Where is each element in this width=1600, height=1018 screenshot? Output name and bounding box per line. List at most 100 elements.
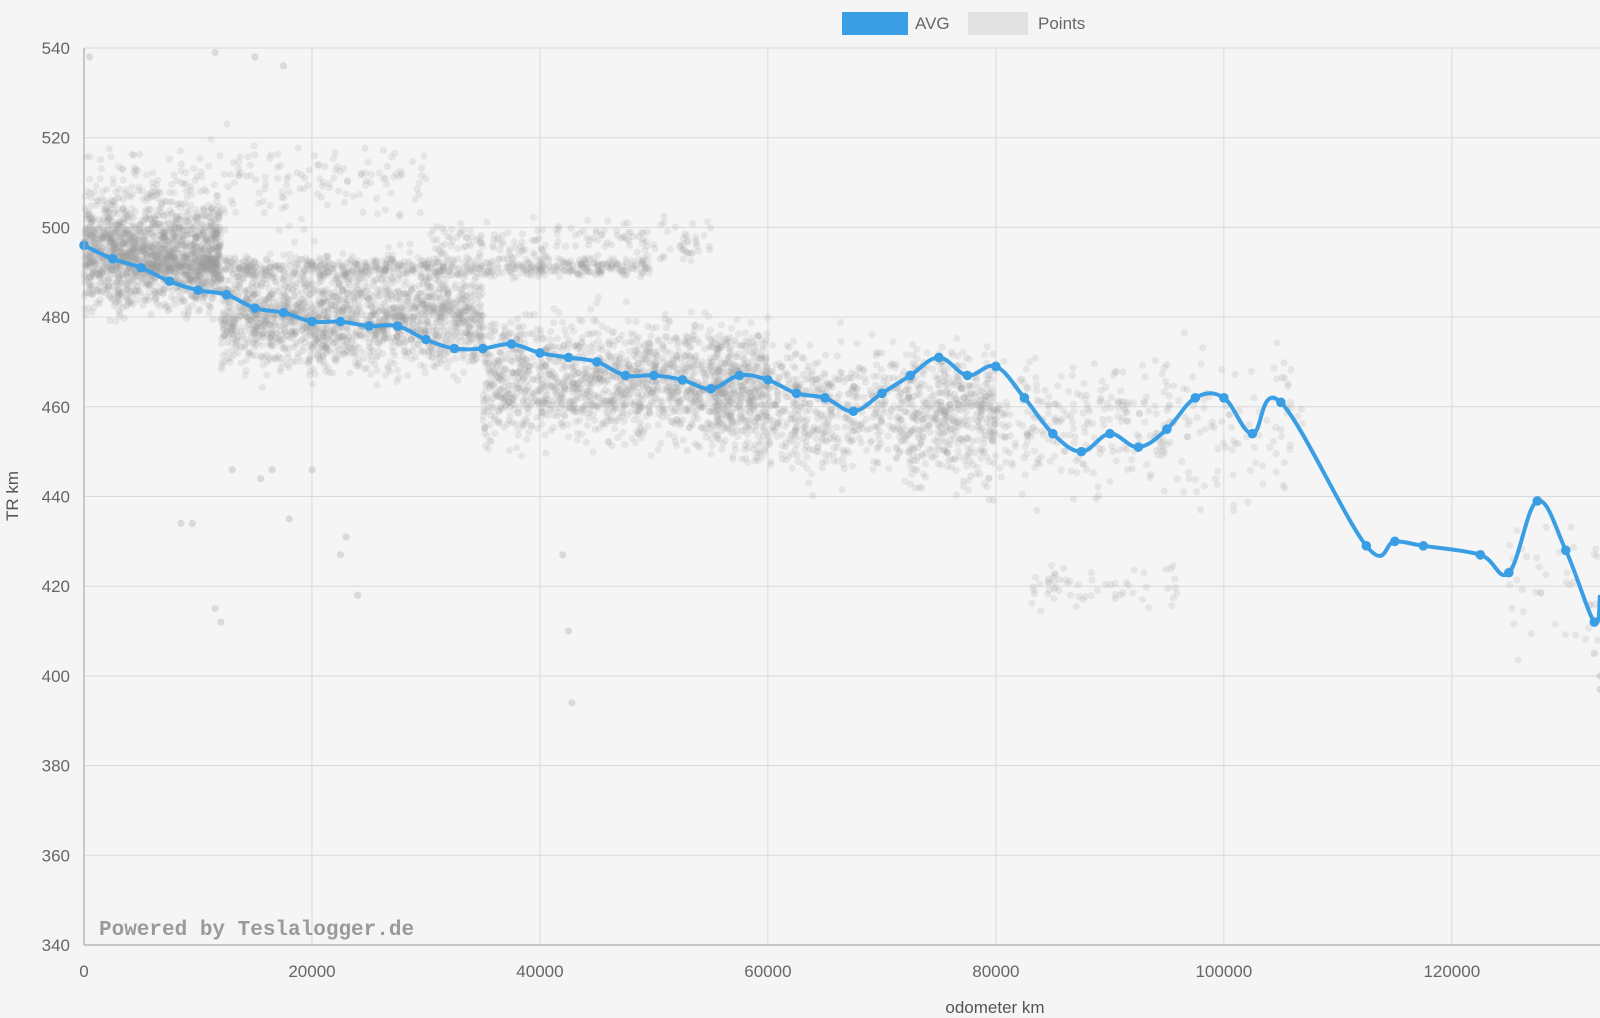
scatter-point — [168, 250, 177, 258]
scatter-point — [84, 304, 93, 312]
scatter-point — [361, 260, 369, 268]
scatter-point — [764, 314, 772, 322]
scatter-point — [154, 248, 162, 257]
scatter-point — [377, 270, 385, 278]
scatter-point — [471, 291, 479, 299]
scatter-point — [449, 372, 458, 380]
scatter-point — [407, 286, 416, 294]
scatter-point — [143, 250, 151, 258]
scatter-point — [141, 245, 149, 253]
scatter-point — [87, 202, 96, 210]
scatter-point — [316, 304, 325, 312]
scatter-point — [258, 383, 266, 391]
scatter-point — [131, 240, 139, 248]
scatter-point — [280, 251, 288, 259]
scatter-point — [235, 284, 244, 292]
scatter-point — [168, 286, 176, 295]
scatter-point — [99, 216, 107, 224]
scatter-point — [161, 268, 169, 277]
scatter-point — [166, 247, 174, 255]
scatter-point — [290, 343, 298, 351]
scatter-point — [130, 266, 138, 274]
scatter-point — [144, 280, 152, 288]
scatter-point — [192, 274, 201, 283]
scatter-point — [169, 231, 177, 239]
scatter-point — [424, 258, 433, 266]
scatter-point — [95, 257, 103, 265]
scatter-point — [196, 254, 204, 262]
scatter-point — [81, 304, 89, 313]
scatter-point — [442, 275, 450, 283]
scatter-point — [396, 241, 404, 249]
scatter-point — [169, 230, 178, 239]
scatter-point — [367, 370, 375, 378]
scatter-point — [149, 232, 157, 240]
scatter-point — [684, 406, 692, 414]
scatter-point — [202, 262, 210, 270]
scatter-point — [453, 328, 461, 336]
scatter-point — [119, 176, 127, 184]
scatter-point — [226, 327, 234, 335]
scatter-point — [258, 341, 266, 349]
scatter-point — [477, 270, 485, 279]
scatter-point — [100, 277, 108, 285]
scatter-point — [129, 247, 137, 256]
scatter-point — [215, 260, 223, 268]
scatter-point — [263, 371, 271, 379]
scatter-point — [147, 237, 156, 245]
scatter-point — [124, 240, 132, 248]
scatter-point — [164, 257, 172, 265]
scatter-point — [297, 255, 306, 263]
scatter-point — [629, 264, 637, 272]
scatter-point — [160, 228, 168, 236]
scatter-point — [574, 270, 582, 278]
scatter-point — [369, 256, 377, 265]
scatter-point — [158, 259, 166, 267]
scatter-point — [395, 374, 403, 382]
scatter-point — [127, 278, 135, 286]
scatter-point — [92, 259, 101, 267]
scatter-point — [86, 289, 94, 297]
scatter-point — [169, 245, 177, 254]
scatter-point — [89, 290, 97, 298]
scatter-point — [191, 249, 199, 258]
scatter-point — [85, 280, 93, 288]
scatter-point — [193, 244, 201, 252]
scatter-point — [313, 330, 321, 338]
scatter-point — [393, 333, 401, 341]
scatter-point — [368, 309, 376, 317]
scatter-point — [109, 228, 118, 236]
scatter-point — [476, 312, 484, 320]
scatter-point — [500, 322, 509, 331]
scatter-point — [242, 252, 250, 260]
scatter-point — [205, 257, 213, 265]
scatter-point — [213, 251, 221, 260]
scatter-point — [234, 333, 242, 341]
scatter-point — [87, 259, 96, 267]
scatter-point — [372, 328, 380, 336]
scatter-point — [104, 282, 113, 290]
scatter-point — [245, 268, 254, 276]
scatter-point — [185, 307, 193, 315]
scatter-point — [142, 242, 151, 250]
scatter-point — [171, 222, 179, 230]
scatter-point — [202, 260, 210, 268]
scatter-point — [136, 228, 145, 236]
scatter-point — [180, 254, 189, 263]
scatter-point — [205, 264, 214, 272]
scatter-point — [87, 290, 95, 298]
scatter-point — [401, 262, 410, 270]
scatter-point — [426, 344, 434, 352]
scatter-point — [171, 260, 180, 269]
scatter-point — [105, 239, 113, 247]
scatter-point — [93, 270, 101, 278]
scatter-point — [129, 214, 138, 222]
scatter-point — [201, 279, 209, 287]
scatter-point — [164, 238, 172, 247]
scatter-point — [229, 260, 237, 268]
scatter-point — [306, 260, 314, 268]
scatter-point — [188, 274, 196, 282]
scatter-point — [86, 214, 94, 222]
scatter-point — [358, 269, 366, 277]
scatter-point — [624, 317, 632, 325]
